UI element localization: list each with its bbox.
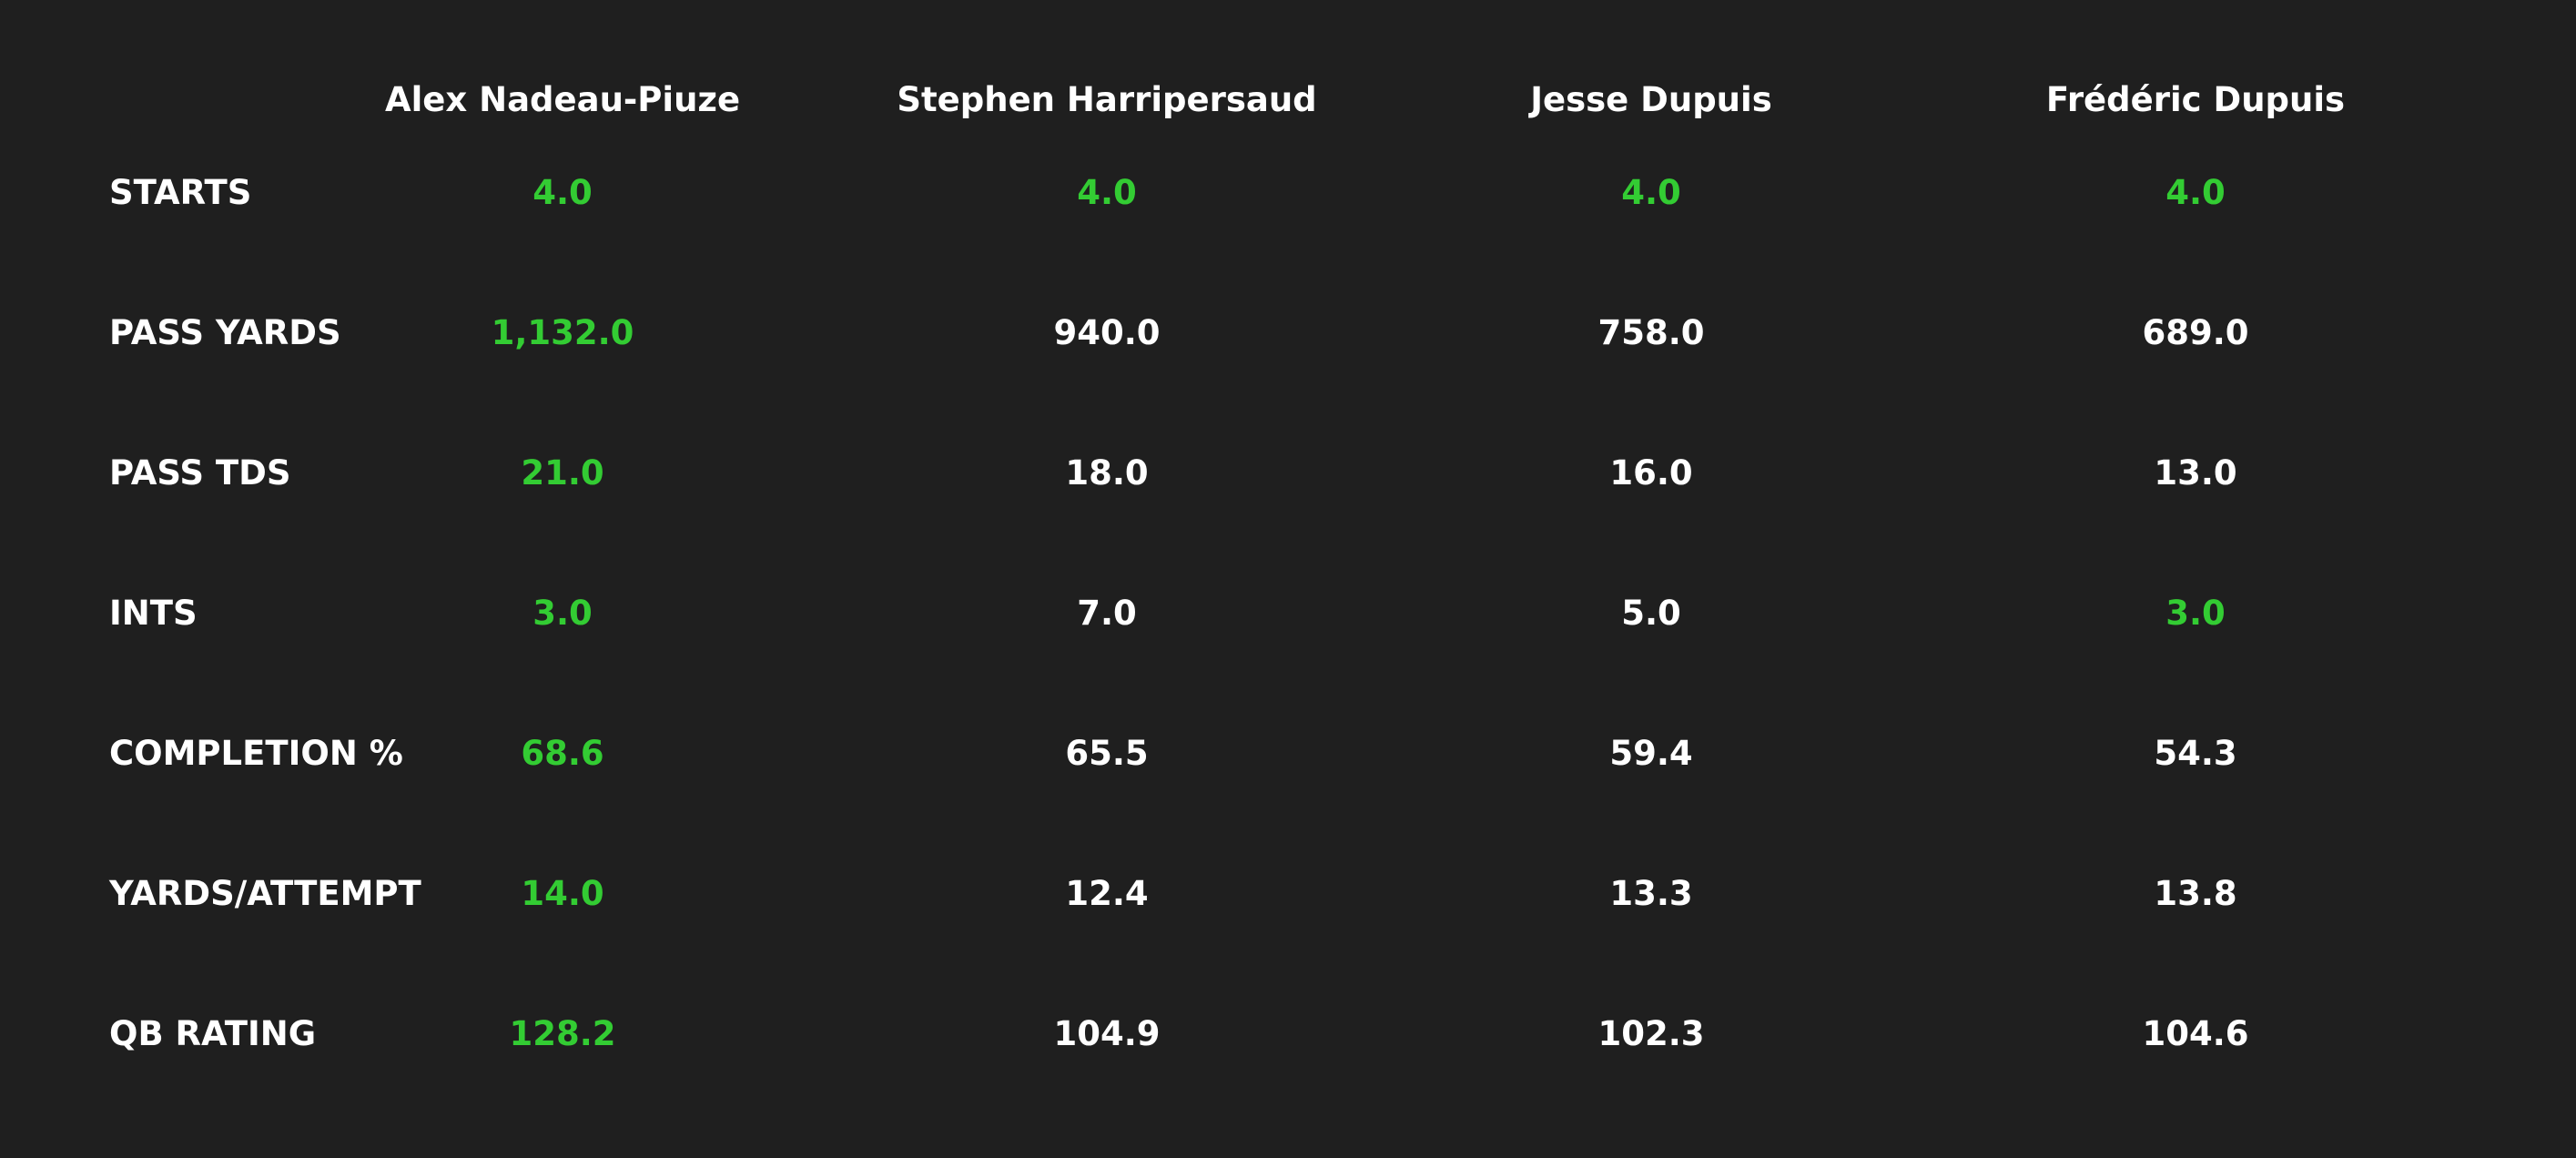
row-label: COMPLETION % [109,734,403,773]
column-header: Alex Nadeau-Piuze [384,80,741,119]
stat-value: 13.3 [1609,874,1693,913]
stat-value: 4.0 [532,173,593,212]
stat-value: 4.0 [2165,173,2226,212]
stat-value: 65.5 [1065,734,1149,773]
stat-value: 5.0 [1621,594,1681,633]
stat-value: 21.0 [521,453,604,493]
stat-value: 18.0 [1065,453,1149,493]
row-label: STARTS [109,173,252,212]
stat-value: 16.0 [1609,453,1693,493]
stat-value: 59.4 [1609,734,1693,773]
row-label: PASS TDS [109,453,291,493]
stat-value: 14.0 [521,874,604,913]
column-header: Stephen Harripersaud [897,80,1317,119]
stat-value: 104.9 [1053,1014,1161,1053]
column-header: Jesse Dupuis [1530,80,1772,119]
stat-value: 4.0 [1621,173,1681,212]
stat-value: 13.8 [2154,874,2237,913]
stat-value: 102.3 [1597,1014,1705,1053]
stat-value: 689.0 [2142,313,2249,352]
stat-value: 12.4 [1065,874,1149,913]
stat-value: 104.6 [2142,1014,2249,1053]
stat-value: 4.0 [1077,173,1137,212]
stat-value: 68.6 [521,734,604,773]
stat-value: 13.0 [2154,453,2237,493]
row-label: QB RATING [109,1014,317,1053]
stat-value: 3.0 [2165,594,2226,633]
stat-value: 128.2 [509,1014,616,1053]
stat-value: 54.3 [2154,734,2237,773]
stat-value: 3.0 [532,594,593,633]
row-label: INTS [109,594,198,633]
column-header: Frédéric Dupuis [2045,80,2346,119]
stat-value: 7.0 [1077,594,1137,633]
stat-value: 758.0 [1597,313,1705,352]
row-label: PASS YARDS [109,313,341,352]
stat-value: 940.0 [1053,313,1161,352]
stat-value: 1,132.0 [491,313,634,352]
row-label: YARDS/ATTEMPT [109,874,421,913]
